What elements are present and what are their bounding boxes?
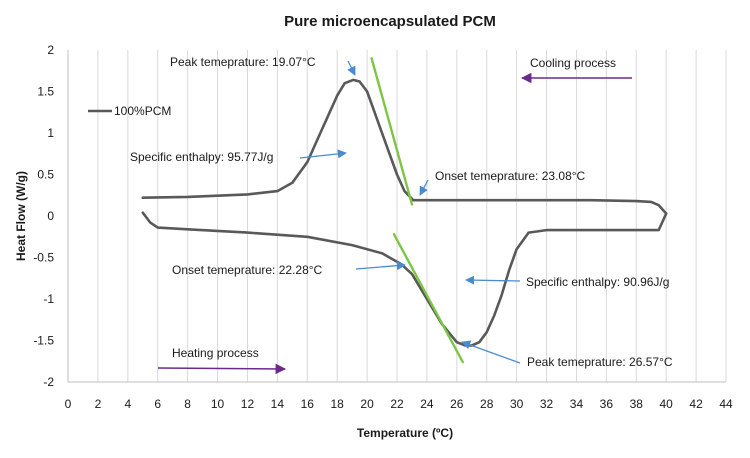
- y-tick-label: -1.5: [33, 334, 54, 348]
- x-tick-label: 32: [540, 397, 554, 411]
- x-tick-label: 8: [184, 397, 191, 411]
- x-tick-label: 28: [480, 397, 494, 411]
- x-tick-label: 6: [154, 397, 161, 411]
- arrow-onset-heating: [355, 261, 406, 271]
- annotation-enthalpy-cooling: Specific enthalpy: 95.77J/g: [130, 150, 273, 164]
- arrow-enthalpy-cooling: [299, 149, 347, 159]
- y-tick-label: -2: [43, 375, 54, 389]
- x-tick-label: 2: [95, 397, 102, 411]
- series-line-cooling: [141, 78, 668, 215]
- annotations: Peak temeprature: 19.07°C Specific entha…: [130, 55, 673, 375]
- x-tick-label: 20: [360, 397, 374, 411]
- arrow-heating-process: [157, 363, 287, 375]
- x-tick-label: 0: [65, 397, 72, 411]
- y-tick-label: 2: [47, 43, 54, 57]
- tangent-line-cooling-onset: [370, 57, 414, 206]
- x-axis-title: Temperature (ºC): [357, 426, 453, 440]
- annotation-peak-heating: Peak temeprature: 26.57°C: [527, 355, 673, 369]
- legend-label: 100%PCM: [114, 104, 171, 118]
- x-tick-label: 14: [271, 397, 285, 411]
- x-tick-label: 36: [600, 397, 614, 411]
- annotation-onset-cooling: Onset temeprature: 23.08°C: [435, 169, 586, 183]
- x-tick-label: 18: [331, 397, 345, 411]
- annotation-cooling-process: Cooling process: [530, 56, 616, 70]
- x-tick-label: 40: [660, 397, 674, 411]
- y-tick-labels: 2 1.5 1 0.5 0 -0.5 -1 -1.5 -2: [33, 43, 54, 389]
- annotation-onset-heating: Onset temeprature: 22.28°C: [172, 263, 323, 277]
- arrow-peak-heating: [461, 340, 521, 364]
- x-tick-label: 4: [124, 397, 131, 411]
- y-tick-label: -0.5: [33, 251, 54, 265]
- x-tick-label: 16: [301, 397, 315, 411]
- legend: 100%PCM: [88, 104, 171, 118]
- x-tick-label: 30: [510, 397, 524, 411]
- chart-title: Pure microencapsulated PCM: [284, 13, 496, 30]
- annotation-heating-process: Heating process: [172, 346, 259, 360]
- y-tick-label: -1: [43, 292, 54, 306]
- y-tick-label: 1: [47, 126, 54, 140]
- axes: [67, 50, 726, 383]
- x-tick-label: 24: [420, 397, 434, 411]
- y-tick-label: 1.5: [37, 85, 54, 99]
- x-tick-label: 26: [450, 397, 464, 411]
- series-lines: [141, 57, 668, 364]
- y-tick-label: 0: [47, 209, 54, 223]
- x-tick-label: 42: [689, 397, 703, 411]
- grid: [67, 50, 727, 382]
- arrow-onset-cooling: [419, 179, 429, 196]
- x-tick-labels: 0 2 4 6 8 10 12 14 16 18 20 22 24 26 28 30 32 34 36 38 40 42 4…: [65, 397, 733, 411]
- y-tick-label: 0.5: [37, 168, 54, 182]
- x-tick-label: 12: [241, 397, 255, 411]
- annotation-peak-cooling: Peak temeprature: 19.07°C: [170, 55, 316, 69]
- arrow-peak-cooling: [347, 60, 356, 76]
- y-axis-title: Heat Flow (W/g): [14, 171, 28, 261]
- annotation-enthalpy-heating: Specific enthalpy: 90.96J/g: [526, 275, 669, 289]
- tangent-line-heating-onset: [392, 233, 464, 364]
- x-tick-label: 38: [630, 397, 644, 411]
- x-tick-label: 34: [570, 397, 584, 411]
- x-tick-label: 10: [211, 397, 225, 411]
- arrow-enthalpy-heating: [465, 275, 521, 285]
- x-tick-label: 22: [390, 397, 404, 411]
- x-tick-label: 44: [719, 397, 733, 411]
